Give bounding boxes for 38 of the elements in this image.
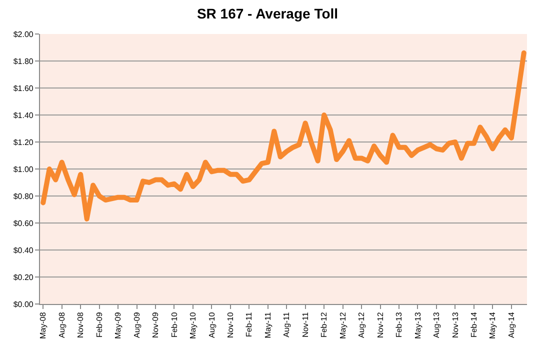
y-tick-label: $1.60 bbox=[13, 84, 34, 93]
x-tick-label: May-09 bbox=[114, 312, 123, 339]
x-tick-label: Feb-13 bbox=[394, 312, 404, 338]
y-tick-label: $1.00 bbox=[13, 164, 34, 174]
x-tick-label: May-12 bbox=[338, 312, 348, 339]
x-tick-label: Nov-12 bbox=[376, 312, 385, 338]
y-tick-label: $0.00 bbox=[13, 300, 34, 309]
chart-title: SR 167 - Average Toll bbox=[196, 6, 338, 22]
x-tick-label: Aug-10 bbox=[207, 312, 216, 338]
x-tick-label: Feb-11 bbox=[244, 312, 254, 337]
x-tick-label: Feb-10 bbox=[170, 312, 179, 338]
x-tick-label: Nov-08 bbox=[76, 312, 86, 338]
x-tick-label: Nov-11 bbox=[300, 312, 310, 338]
x-tick-label: May-11 bbox=[263, 312, 272, 338]
x-tick-label: May-14 bbox=[488, 312, 498, 339]
y-tick-label: $0.40 bbox=[13, 246, 34, 255]
x-tick-label: May-10 bbox=[188, 312, 198, 339]
x-tick-label: Aug-09 bbox=[132, 312, 142, 338]
y-tick-label: $1.20 bbox=[13, 138, 34, 147]
y-tick-label: $1.80 bbox=[13, 56, 34, 66]
x-tick-label: Aug-08 bbox=[57, 312, 66, 338]
y-tick-label: $0.20 bbox=[13, 272, 34, 282]
x-tick-label: Feb-09 bbox=[94, 312, 104, 338]
x-tick-label: Aug-13 bbox=[432, 312, 442, 338]
x-tick-label: Nov-13 bbox=[450, 312, 460, 338]
y-tick-label: $2.00 bbox=[13, 30, 34, 39]
x-tick-label: May-13 bbox=[413, 312, 422, 339]
x-tick-label: Nov-09 bbox=[151, 312, 160, 338]
x-tick-label: Feb-12 bbox=[320, 312, 329, 338]
x-tick-label: Aug-11 bbox=[282, 312, 292, 338]
x-tick-label: Nov-10 bbox=[226, 312, 236, 338]
y-tick-label: $1.40 bbox=[13, 110, 34, 120]
y-tick-label: $0.80 bbox=[13, 192, 34, 201]
x-tick-label: May-08 bbox=[38, 312, 48, 339]
x-tick-label: Aug-14 bbox=[506, 312, 516, 338]
y-tick-label: $0.60 bbox=[13, 218, 34, 228]
x-tick-label: Feb-14 bbox=[470, 312, 479, 338]
x-tick-label: Aug-12 bbox=[357, 312, 366, 338]
